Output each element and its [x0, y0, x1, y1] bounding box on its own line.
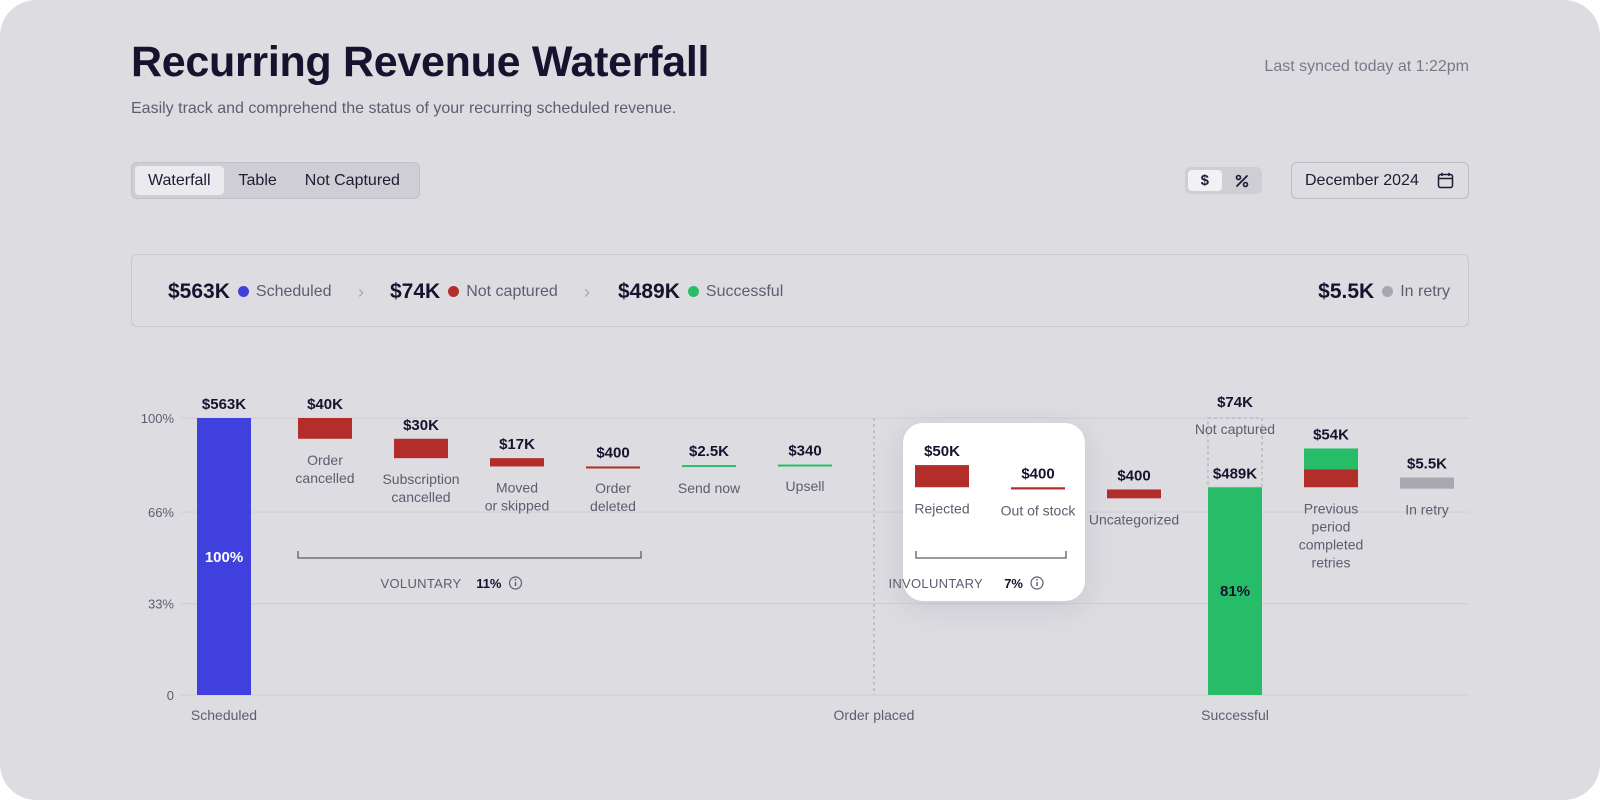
order_cancelled-category-label: Order cancelled [295, 452, 354, 486]
summary-in-retry: $5.5K In retry [1318, 255, 1450, 328]
summary-successful-value: $489K [618, 279, 680, 303]
upsell-category-label: Upsell [786, 478, 825, 494]
summary-in-retry-value: $5.5K [1318, 279, 1375, 303]
voluntary-bracket-label: VOLUNTARY [381, 576, 462, 591]
order_deleted-bar [586, 466, 640, 469]
not-captured-value-label: $74K [1217, 394, 1253, 411]
uncategorized-value-label: $400 [1117, 467, 1150, 484]
scheduled-bar [197, 418, 251, 695]
info-icon-dot [1036, 578, 1038, 581]
y-tick-label: 0 [167, 688, 174, 703]
moved_or_skipped-bar [490, 458, 544, 467]
rejected-value-label: $50K [924, 443, 960, 460]
in_retry-value-label: $5.5K [1407, 456, 1447, 473]
sync-status: Last synced today at 1:22pm [1264, 58, 1469, 75]
scheduled-value-label: $563K [202, 396, 246, 413]
involuntary-bracket-percent: 7% [1004, 576, 1023, 591]
rejected-category-label: Rejected [914, 500, 969, 516]
in_retry-bar [1400, 477, 1454, 489]
dollar-unit-button[interactable]: $ [1188, 170, 1222, 191]
send_now-category-label: Send now [678, 480, 741, 496]
moved_or_skipped-value-label: $17K [499, 436, 535, 453]
unit-toggle: $ [1185, 167, 1262, 194]
summary-scheduled-label: Scheduled [255, 282, 332, 300]
summary-not-captured-label: Not captured [466, 282, 558, 300]
successful-percent-label: 81% [1220, 583, 1250, 600]
rejected-bar [915, 465, 969, 488]
x-section-label: Successful [1201, 707, 1269, 723]
x-section-label: Order placed [834, 707, 915, 723]
percent-unit-button[interactable] [1226, 170, 1260, 191]
tab-not-captured[interactable]: Not Captured [304, 171, 400, 189]
subscription_cancelled-bar [394, 438, 448, 459]
send_now-value-label: $2.5K [689, 443, 729, 460]
upsell-value-label: $340 [788, 443, 821, 460]
successful-bar [1208, 487, 1262, 695]
not-captured-label: Not captured [1195, 421, 1275, 437]
tab-table[interactable]: Table [238, 171, 277, 189]
moved_or_skipped-category-label: Moved or skipped [485, 479, 550, 513]
summary-successful: $489K Successful [618, 255, 783, 328]
successful-dot-icon [687, 286, 699, 297]
percent-icon [1235, 174, 1249, 187]
not-captured-dot-icon [448, 286, 460, 297]
subscription_cancelled-category-label: Subscription cancelled [382, 471, 459, 505]
summary-scheduled-value: $563K [168, 279, 230, 303]
y-tick-label: 33% [148, 597, 174, 612]
subscription_cancelled-value-label: $30K [403, 417, 439, 434]
tab-waterfall[interactable]: Waterfall [135, 166, 224, 195]
summary-scheduled: $563K Scheduled [168, 255, 332, 328]
chevron-right-icon: › [584, 282, 590, 302]
out_of_stock-value-label: $400 [1021, 465, 1054, 482]
order_cancelled-bar [298, 418, 352, 439]
chevron-right-icon: › [358, 282, 364, 302]
view-switcher: Waterfall Table Not Captured [131, 162, 420, 199]
summary-successful-label: Successful [705, 282, 784, 300]
out_of_stock-category-label: Out of stock [1001, 502, 1077, 518]
dollar-icon: $ [1200, 172, 1209, 189]
scheduled-dot-icon [237, 286, 249, 297]
previous_period_completed_retries-gain-bar [1304, 448, 1358, 470]
page-title: Recurring Revenue Waterfall [131, 38, 710, 86]
uncategorized-bar [1107, 489, 1161, 499]
info-icon [1030, 576, 1044, 590]
successful-value-label: $489K [1213, 465, 1257, 482]
send_now-bar [682, 465, 736, 468]
info-icon [508, 576, 523, 590]
previous_period_completed_retries-value-label: $54K [1313, 426, 1349, 443]
in-retry-dot-icon [1382, 286, 1394, 297]
summary-bar: $563K Scheduled › $74K Not captured › $4… [131, 254, 1469, 327]
not-captured-marker [1207, 417, 1263, 488]
y-tick-label: 66% [148, 505, 174, 520]
x-section-label: Scheduled [191, 707, 257, 723]
info-icon-dot [514, 578, 517, 581]
in_retry-category-label: In retry [1405, 502, 1449, 518]
out_of_stock-bar [1011, 487, 1065, 490]
y-tick-label: 100% [141, 411, 175, 426]
previous_period_completed_retries-category-label: Previous period completed retries [1299, 500, 1364, 570]
uncategorized-category-label: Uncategorized [1089, 511, 1179, 527]
scheduled-percent-label: 100% [205, 549, 243, 566]
month-picker[interactable]: December 2024 [1291, 162, 1469, 199]
order_deleted-value-label: $400 [596, 444, 629, 461]
order_deleted-category-label: Order deleted [590, 480, 636, 514]
summary-in-retry-label: In retry [1400, 282, 1450, 300]
month-picker-value: December 2024 [1305, 171, 1419, 189]
summary-not-captured: $74K Not captured [390, 255, 558, 328]
waterfall-chart: 100% 66% 33% 0 $563K 100% $40K Order cancelled $3… [141, 394, 1469, 723]
involuntary-bracket [915, 551, 1067, 559]
previous_period_completed_retries-loss-bar [1304, 469, 1358, 488]
summary-not-captured-value: $74K [390, 279, 441, 303]
voluntary-bracket-percent: 11% [476, 576, 502, 591]
upsell-bar [778, 464, 832, 467]
voluntary-bracket [297, 551, 642, 559]
calendar-icon [1437, 172, 1454, 189]
order_cancelled-value-label: $40K [307, 396, 343, 413]
involuntary-bracket-label: INVOLUNTARY [888, 576, 983, 591]
page-subtitle: Easily track and comprehend the status o… [131, 100, 677, 117]
